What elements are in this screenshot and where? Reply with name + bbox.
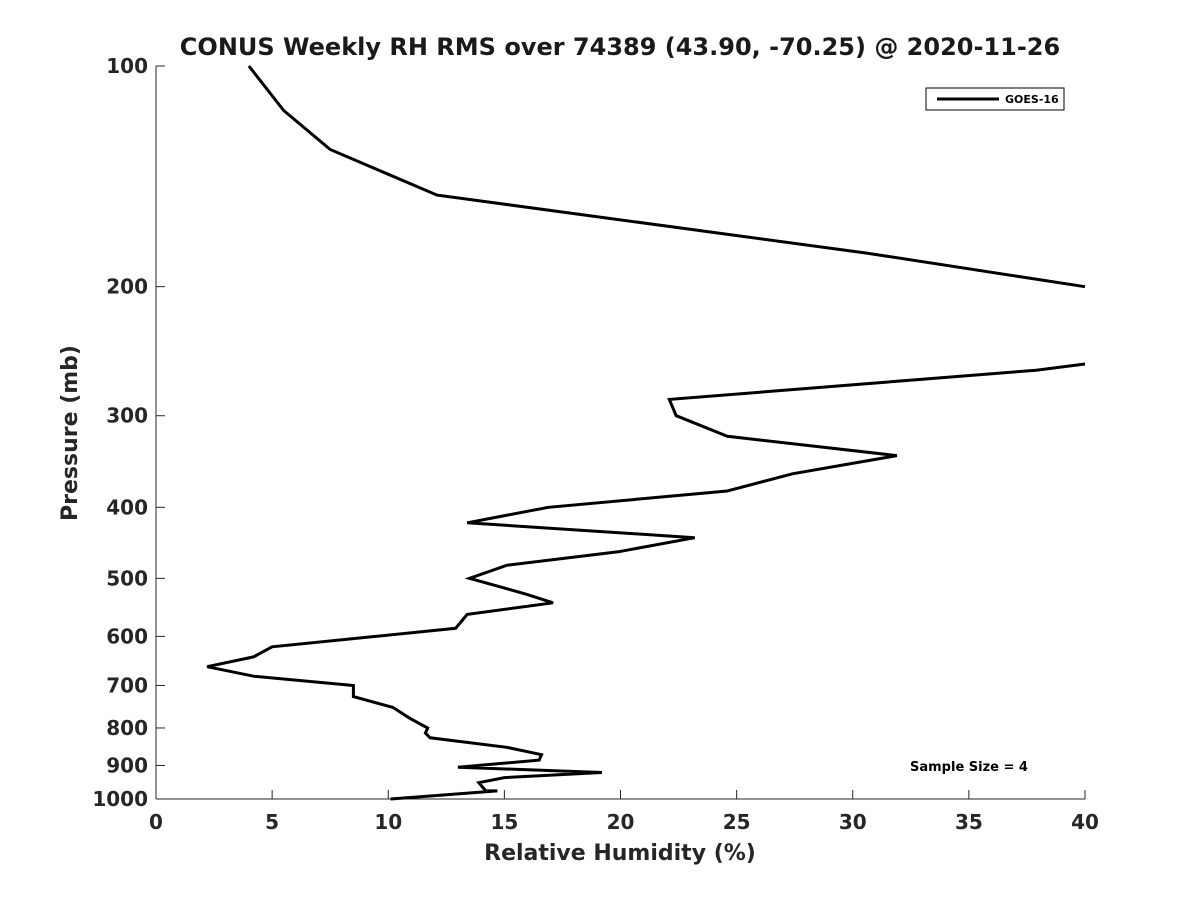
sample-size-annotation: Sample Size = 4 bbox=[910, 760, 1028, 775]
x-tick-label: 40 bbox=[1071, 810, 1099, 834]
y-tick-label: 800 bbox=[106, 716, 148, 740]
x-tick-label: 35 bbox=[955, 810, 983, 834]
series-line-goes-16-segment-1 bbox=[206, 362, 1086, 801]
x-tick-label: 30 bbox=[839, 810, 867, 834]
x-tick-label: 25 bbox=[723, 810, 751, 834]
x-tick-label: 10 bbox=[374, 810, 402, 834]
legend: GOES-16 bbox=[925, 87, 1065, 111]
y-tick-label: 400 bbox=[106, 495, 148, 519]
series-layer bbox=[206, 65, 1086, 801]
y-axis-ticks: 100 200 300 400 500 600 700 800 900 1000 bbox=[92, 54, 165, 811]
chart-title: CONUS Weekly RH RMS over 74389 (43.90, -… bbox=[180, 33, 1060, 61]
y-tick-label: 500 bbox=[106, 566, 148, 590]
y-tick-label: 600 bbox=[106, 624, 148, 648]
x-axis-label: Relative Humidity (%) bbox=[484, 841, 756, 866]
y-tick-label: 1000 bbox=[92, 787, 148, 811]
x-tick-label: 15 bbox=[490, 810, 518, 834]
x-tick-label: 5 bbox=[265, 810, 279, 834]
x-tick-label: 20 bbox=[607, 810, 635, 834]
x-tick-label: 0 bbox=[149, 810, 163, 834]
legend-label-goes-16: GOES-16 bbox=[1005, 93, 1059, 106]
y-tick-label: 200 bbox=[106, 275, 148, 299]
y-tick-label: 300 bbox=[106, 404, 148, 428]
x-axis-ticks: 0 5 10 15 20 25 30 35 40 bbox=[149, 790, 1099, 834]
y-tick-label: 700 bbox=[106, 673, 148, 697]
y-axis-label: Pressure (mb) bbox=[58, 345, 83, 521]
y-tick-label: 100 bbox=[106, 54, 148, 78]
plot-axes bbox=[155, 66, 1085, 800]
series-line-goes-16-segment-2 bbox=[247, 65, 1086, 289]
y-tick-label: 900 bbox=[106, 753, 148, 777]
